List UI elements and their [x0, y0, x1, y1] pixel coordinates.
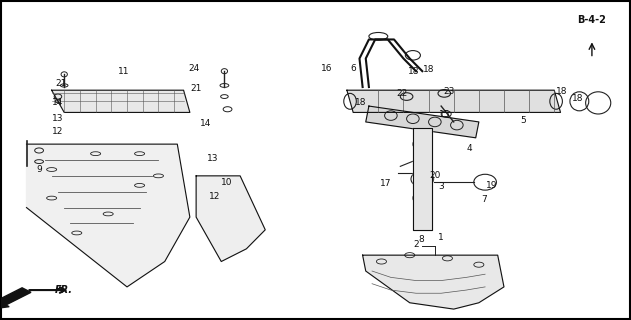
Text: 18: 18 [572, 94, 584, 103]
Text: 5: 5 [520, 116, 526, 125]
Text: 8: 8 [418, 235, 424, 244]
Text: B-4-2: B-4-2 [577, 15, 606, 25]
Text: 21: 21 [191, 84, 202, 93]
Text: 15: 15 [439, 109, 450, 118]
Text: 18: 18 [408, 67, 420, 76]
Text: 10: 10 [221, 178, 232, 187]
Text: 18: 18 [355, 99, 367, 108]
Text: 1: 1 [439, 233, 444, 242]
Text: 20: 20 [429, 172, 440, 180]
Text: 6: 6 [350, 63, 356, 73]
Text: 3: 3 [439, 182, 444, 191]
Text: 18: 18 [556, 87, 567, 96]
Polygon shape [196, 176, 265, 261]
Polygon shape [363, 255, 504, 309]
Text: 21: 21 [56, 79, 67, 88]
Text: FR.: FR. [55, 285, 73, 295]
Text: 14: 14 [200, 119, 211, 128]
Text: 13: 13 [52, 114, 64, 123]
Text: 22: 22 [396, 89, 408, 98]
Text: 24: 24 [189, 63, 200, 73]
Text: 4: 4 [466, 144, 472, 153]
Text: 23: 23 [444, 87, 455, 96]
Polygon shape [413, 128, 432, 230]
Text: 12: 12 [209, 192, 221, 201]
Text: 14: 14 [52, 99, 64, 108]
Text: 7: 7 [481, 195, 487, 204]
Text: 17: 17 [380, 179, 392, 188]
Text: 9: 9 [36, 165, 42, 174]
Polygon shape [27, 144, 190, 287]
Text: 19: 19 [486, 181, 497, 190]
Polygon shape [52, 90, 190, 112]
Text: 13: 13 [208, 154, 219, 163]
FancyArrow shape [0, 288, 31, 309]
Text: 16: 16 [321, 63, 333, 73]
Text: 12: 12 [52, 127, 64, 136]
Text: 2: 2 [413, 240, 419, 249]
Text: 11: 11 [118, 67, 129, 76]
Polygon shape [366, 106, 479, 138]
Polygon shape [347, 90, 560, 112]
Text: 18: 18 [423, 65, 434, 74]
